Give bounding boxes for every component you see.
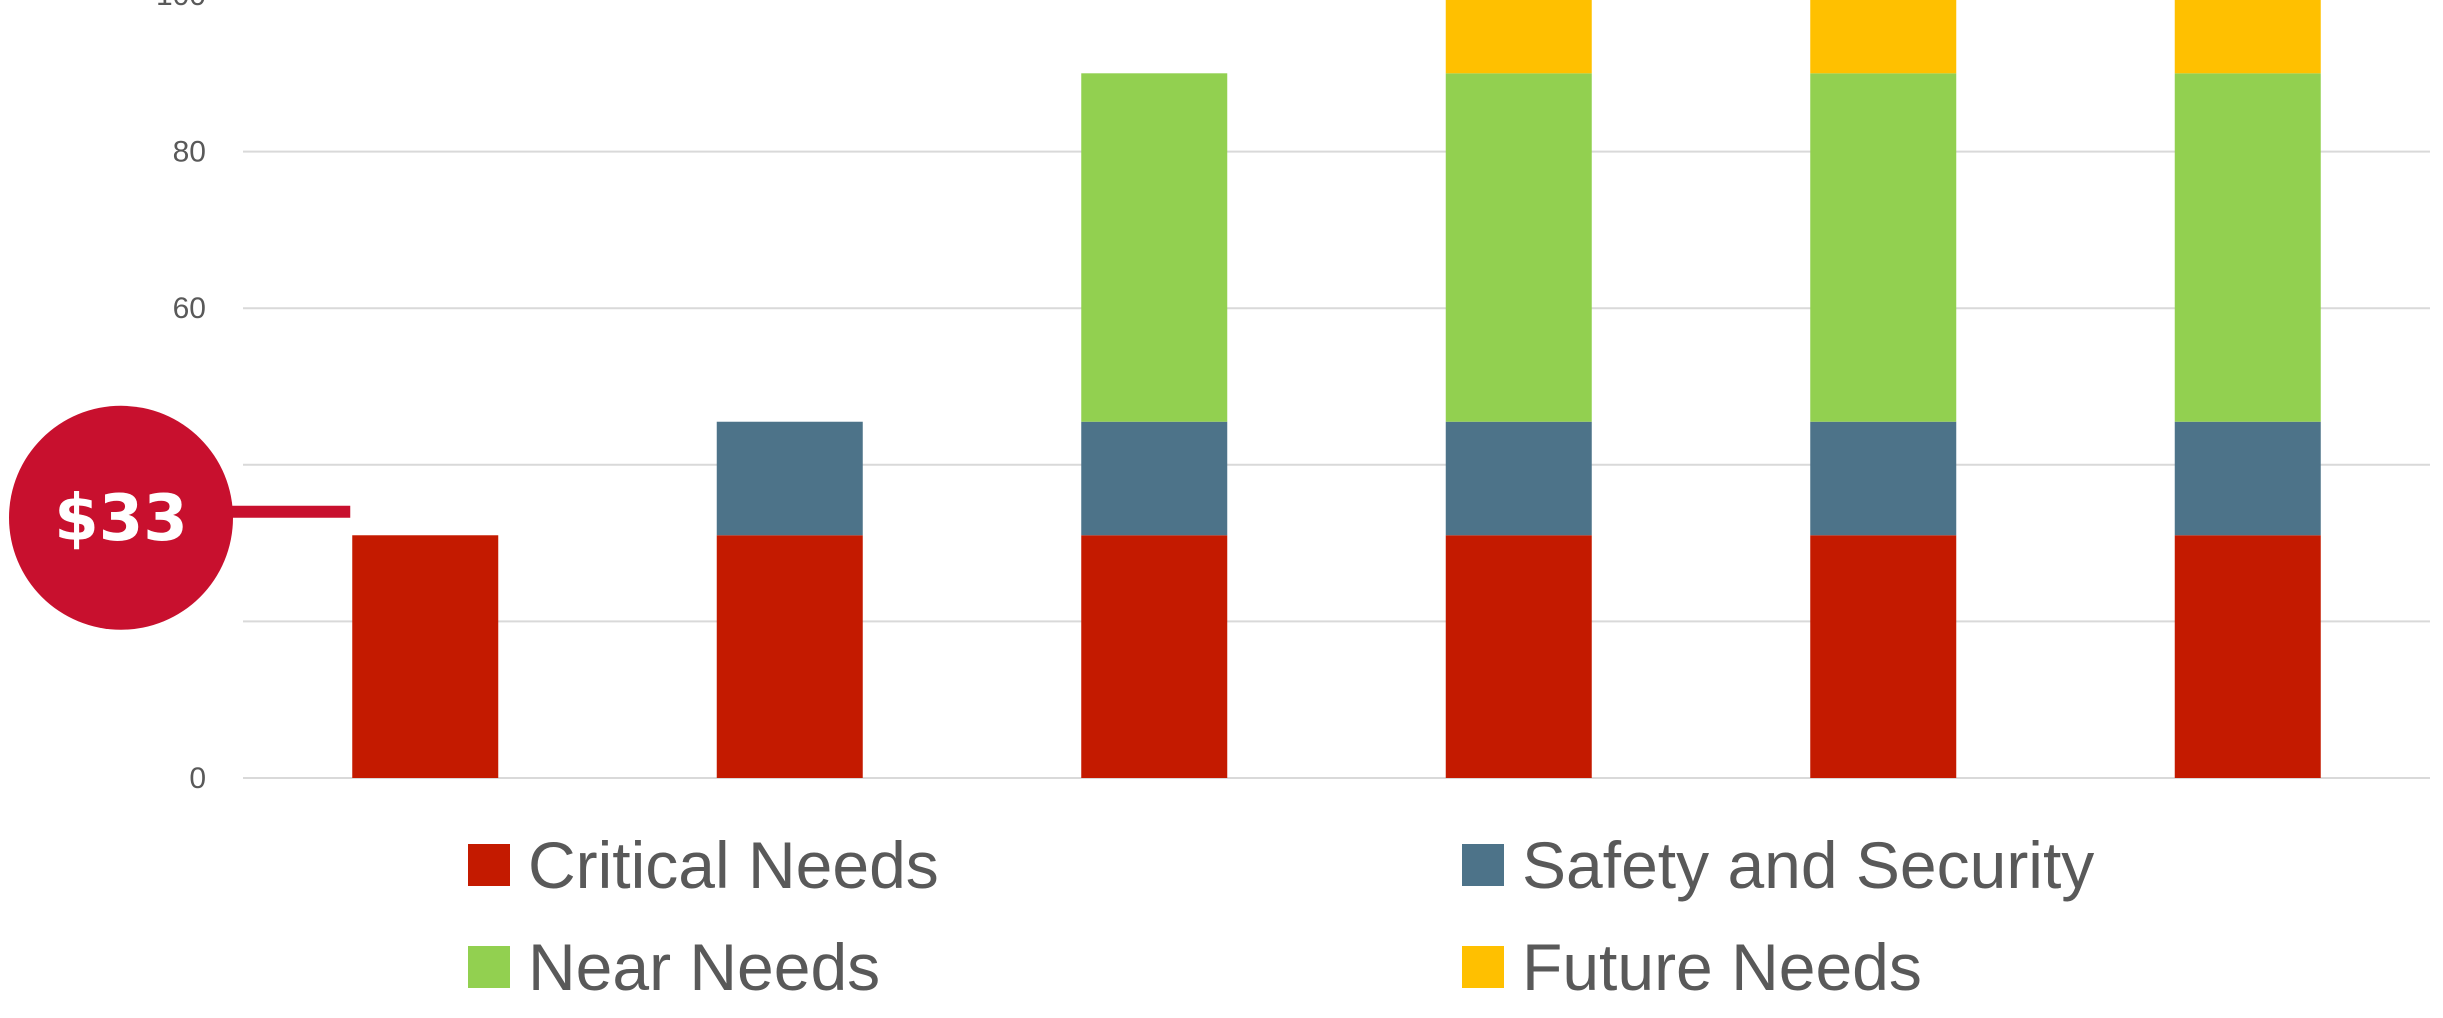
bar-segment-cat4-series3 (1445, 73, 1592, 422)
legend-swatch (468, 844, 510, 886)
bar-segment-cat3-series3 (1081, 73, 1228, 422)
legend-swatch (1462, 844, 1504, 886)
legend: Critical Needs Safety and Security Near Ne… (468, 828, 2094, 1004)
y-tick-label: 60 (173, 292, 206, 325)
bar-segment-cat5-series2 (1810, 421, 1957, 536)
annotations: $129$33 (9, 405, 351, 630)
bar-segment-cat5-series4 (1810, 0, 1957, 74)
bar-segment-cat6-series4 (2174, 0, 2321, 74)
bar-segment-cat2-series2 (716, 421, 863, 536)
bar-segment-cat4-series1 (1445, 535, 1592, 778)
y-tick-label: 100 (156, 0, 206, 12)
bar-segment-cat6-series2 (2174, 421, 2321, 536)
bar-segment-cat6-series3 (2174, 73, 2321, 422)
legend-label: Safety and Security (1522, 828, 2094, 902)
y-axis-ticks: 0 60 80 100 (156, 0, 206, 795)
gridlines (243, 150, 2430, 779)
legend-label: Future Needs (1522, 930, 1922, 1004)
bar-segment-cat3-series2 (1081, 421, 1228, 536)
bar-segment-cat4-series4 (1445, 0, 1592, 74)
bars (352, 0, 2321, 778)
bar-segment-cat5-series3 (1810, 73, 1957, 422)
bar-segment-cat1-series1 (352, 535, 499, 778)
annotation-badge-label: $33 (54, 482, 188, 556)
legend-label: Near Needs (528, 930, 880, 1004)
bar-segment-cat4-series2 (1445, 421, 1592, 536)
bar-segment-cat6-series1 (2174, 535, 2321, 778)
legend-swatch (468, 946, 510, 988)
annotation-badge-2 (9, 405, 233, 630)
legend-swatch (1462, 946, 1504, 988)
bar-segment-cat2-series1 (716, 535, 863, 778)
bar-segment-cat5-series1 (1810, 535, 1957, 778)
y-tick-label: 0 (189, 762, 206, 795)
y-tick-label: 80 (173, 136, 206, 169)
bar-segment-cat3-series1 (1081, 535, 1228, 778)
legend-label: Critical Needs (528, 828, 939, 902)
